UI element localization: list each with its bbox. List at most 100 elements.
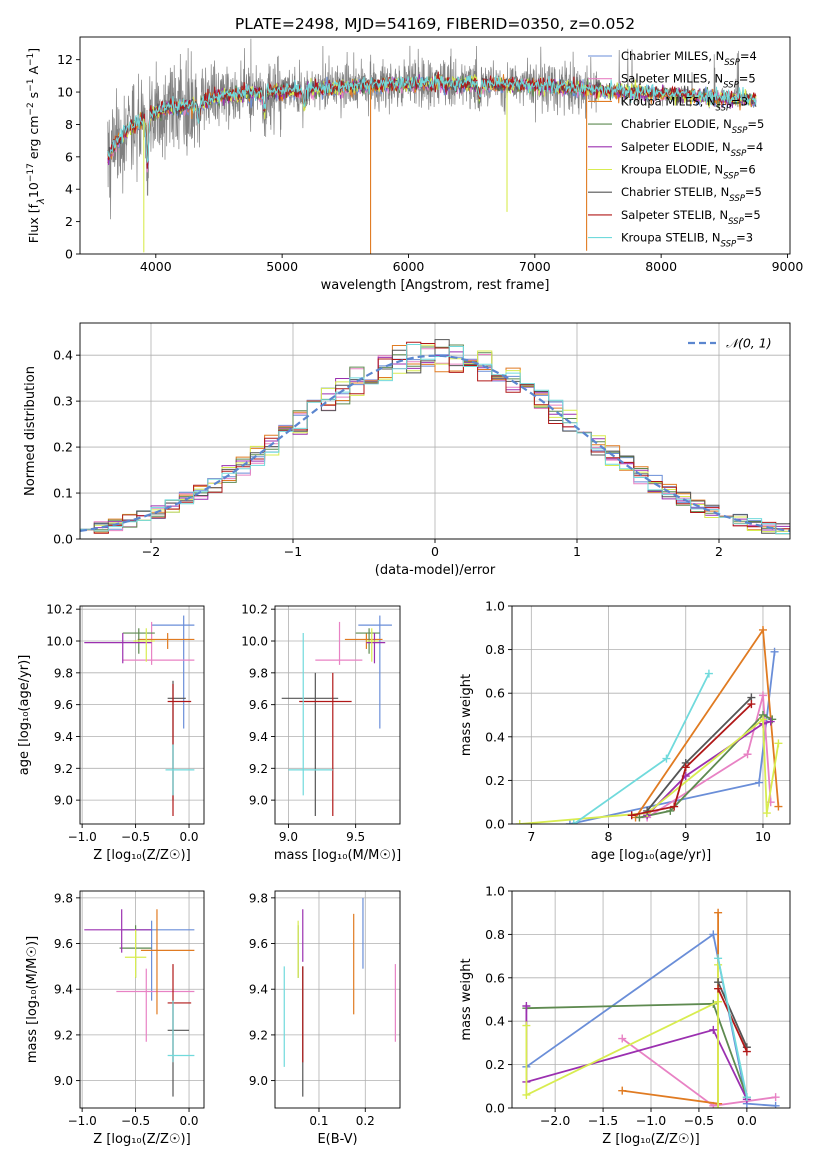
- axes: −1.0 −0.5 0.0 9.0 9.2 9.4 9.6 9.8 10.0 10.2 Z [log…: [17, 603, 205, 863]
- panel-spectrum: 4000 5000 6000 7000 8000 9000 0 2 4 6 8 10 12 wavelen…: [26, 36, 804, 293]
- mass-weight-line-3: [639, 713, 773, 819]
- mass-weight-marker: [618, 1086, 627, 1095]
- legend-nssp: =5: [744, 208, 761, 222]
- mass-weight-marker: [714, 954, 723, 963]
- legend-sub: SSP: [728, 217, 744, 227]
- tick-label-x: 9: [682, 829, 690, 844]
- tick-label-x: −1.0: [636, 1113, 666, 1128]
- tick-label-y: 9.8: [249, 666, 268, 680]
- y-axis-label: mass weight: [459, 958, 474, 1040]
- legend-sub: SSP: [716, 103, 732, 113]
- plot-area: [84, 615, 195, 817]
- plot-area: [80, 339, 790, 539]
- mass-weight-marker: [743, 750, 752, 759]
- tick-label-y: 2: [65, 214, 73, 229]
- axes: 0.1 0.2 9.0 9.2 9.4 9.6 9.8 E(B-V): [249, 890, 401, 1147]
- tick-label-y: 0.8: [485, 927, 505, 942]
- axes: −2.0 −1.5 −1.0 −0.5 0.0 0.0 0.2 0.4 0.6 0.8 1.0 Z […: [459, 884, 791, 1147]
- tick-label-y: 0.3: [53, 394, 73, 409]
- tick-label-y: 9.0: [249, 794, 268, 808]
- mass-weight-marker: [714, 997, 723, 1006]
- y-axis-label: mass weight: [459, 674, 474, 756]
- tick-label-x: 4000: [140, 259, 172, 274]
- panel-mass-vs-ebv: 0.1 0.2 9.0 9.2 9.4 9.6 9.8 E(B-V): [249, 890, 401, 1147]
- tick-label-x: −2.0: [540, 1113, 570, 1128]
- tick-label-y: 0.6: [485, 686, 505, 701]
- tick-label-y: 0.1: [53, 486, 73, 501]
- legend: 𝒩(0, 1): [688, 336, 772, 351]
- legend-series-name: Salpeter MILES, N: [621, 72, 723, 86]
- legend-label: 𝒩(0, 1): [726, 336, 772, 351]
- mass-weight-marker: [714, 984, 723, 993]
- tick-label-y: 9.6: [249, 937, 268, 951]
- tick-label-y: 9.8: [54, 666, 73, 680]
- tick-label-y: 0.2: [53, 440, 73, 455]
- mass-weight-marker: [758, 715, 767, 724]
- tick-label-y: 12: [57, 52, 73, 67]
- mass-weight-marker: [569, 820, 578, 824]
- legend-series-name: Salpeter ELODIE, N: [621, 140, 731, 154]
- mass-weight-marker: [742, 1047, 751, 1056]
- mass-weight-marker: [522, 1090, 531, 1099]
- tick-label-y: 0.4: [485, 729, 505, 744]
- tick-label-y: 9.6: [54, 698, 73, 712]
- y-axis-label-part: −17: [26, 163, 36, 182]
- tick-label-x: −0.5: [121, 830, 150, 844]
- tick-label-x: 8: [605, 829, 613, 844]
- tick-label-x: 9.5: [346, 830, 365, 844]
- mass-weight-line-0: [569, 651, 776, 824]
- legend-series-name: Kroupa STELIB, N: [621, 231, 721, 245]
- grid: [80, 891, 204, 1108]
- grid: [275, 891, 400, 1108]
- legend-label-8: Kroupa STELIB, NSSP=3: [621, 231, 753, 250]
- legend-label-2: Kroupa MILES, NSSP=3: [621, 94, 748, 113]
- legend-series-name: Chabrier STELIB, N: [621, 185, 729, 199]
- grid: [512, 890, 790, 1109]
- legend-series-name: Chabrier ELODIE, N: [621, 117, 732, 131]
- tick-label-x: 9000: [772, 259, 804, 274]
- plot-area: [283, 897, 396, 1097]
- tick-label-y: 0.4: [485, 1014, 505, 1029]
- mass-weight-marker: [758, 625, 767, 634]
- y-axis-label-part: Flux [f: [26, 203, 41, 243]
- tick-label-y: 9.4: [54, 983, 73, 997]
- tick-label-y: 9.8: [54, 891, 73, 905]
- mass-weight-marker: [762, 809, 771, 818]
- y-axis-label-part: −1: [26, 53, 36, 66]
- legend-sub: SSP: [729, 194, 745, 204]
- mass-weight-line-4: [525, 1006, 748, 1100]
- plot-area: [515, 625, 783, 824]
- tick-label-x: −2: [142, 544, 160, 559]
- tick-label-x: 7000: [519, 259, 551, 274]
- y-axis-label-part: erg cm: [26, 116, 41, 164]
- histogram-step-7: [80, 341, 790, 539]
- tick-label-x: 0.0: [179, 830, 198, 844]
- tick-label-y: 10: [57, 85, 73, 100]
- mass-weight-marker: [709, 930, 718, 939]
- tick-label-y: 9.4: [54, 730, 73, 744]
- panel-age-vs-mass: 9.0 9.5 9.0 9.2 9.4 9.6 9.8 10.0 10.2 mass [log₁₀…: [241, 603, 401, 863]
- tick-label-x: −1.0: [68, 1114, 97, 1128]
- panel-mass-vs-z: −1.0 −0.5 0.0 9.0 9.2 9.4 9.6 9.8 Z [log₁₀(Z/Z☉)…: [25, 890, 205, 1147]
- legend-nssp: =4: [746, 140, 763, 154]
- mass-weight-marker: [758, 691, 767, 700]
- mass-weight-marker: [747, 700, 756, 709]
- axes-frame: [274, 605, 401, 825]
- tick-label-y: 9.8: [249, 891, 268, 905]
- mass-weight-marker: [662, 754, 671, 763]
- mass-weight-marker: [627, 811, 636, 820]
- tick-label-x: 0.0: [179, 1114, 198, 1128]
- axes: 9.0 9.5 9.0 9.2 9.4 9.6 9.8 10.0 10.2 mass [log₁₀…: [241, 603, 401, 863]
- tick-label-y: 9.6: [54, 937, 73, 951]
- gaussian-reference-line: [80, 354, 790, 532]
- mass-weight-line-6: [717, 981, 748, 1048]
- x-axis-label: E(B-V): [317, 1132, 357, 1147]
- legend-label-4: Salpeter ELODIE, NSSP=4: [621, 140, 763, 159]
- mass-weight-marker: [704, 669, 713, 678]
- y-axis-label-part: A: [26, 66, 41, 79]
- mass-weight-marker: [618, 1034, 627, 1043]
- legend-label-6: Chabrier STELIB, NSSP=5: [621, 185, 762, 204]
- legend-sub: SSP: [724, 58, 740, 68]
- y-axis-label: Flux [fλ10−17 erg cm−2 s−1 A−1]: [26, 48, 47, 243]
